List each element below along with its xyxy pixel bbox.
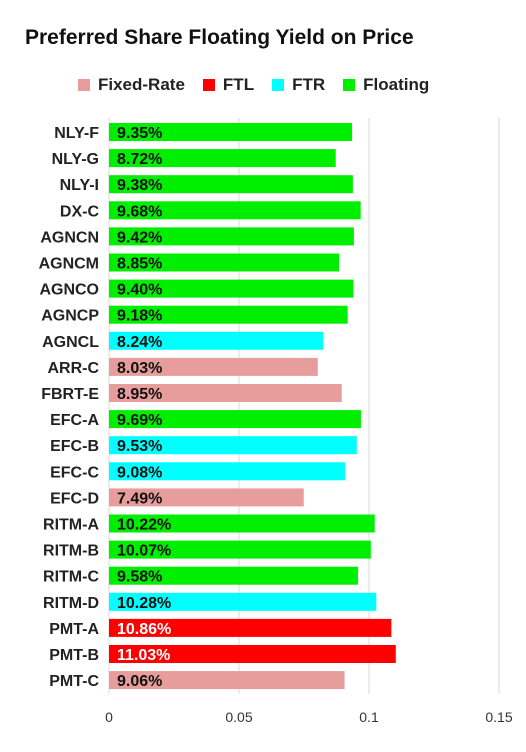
bar-ritm-a <box>109 514 375 533</box>
bar-efc-b <box>109 436 357 455</box>
bar-agncn <box>109 227 354 246</box>
data-label: 10.28% <box>117 595 171 612</box>
legend-label-ftr: FTR <box>292 75 326 94</box>
category-label: AGNCL <box>42 334 99 351</box>
category-label: EFC-A <box>50 412 99 429</box>
data-label: 8.95% <box>117 386 162 403</box>
bar-arr-c <box>109 357 318 376</box>
data-label: 9.38% <box>117 177 162 194</box>
legend-item-fixed-rate: Fixed-Rate <box>78 75 185 95</box>
data-label: 9.18% <box>117 308 162 325</box>
data-label: 11.03% <box>117 647 170 664</box>
data-label: 9.58% <box>117 569 162 586</box>
x-tick-label: 0.1 <box>359 709 379 725</box>
legend-label-ftl: FTL <box>222 75 255 94</box>
data-label: 9.53% <box>117 438 162 455</box>
category-label: NLY-I <box>60 177 99 194</box>
legend: Fixed-Rate FTL FTR Floating <box>78 74 429 96</box>
data-label: 10.86% <box>117 621 171 638</box>
bar-nly-f <box>109 123 353 141</box>
data-label: 9.42% <box>117 229 162 246</box>
data-label: 9.35% <box>117 125 162 142</box>
category-label: PMT-A <box>49 621 99 638</box>
category-label: NLY-G <box>52 151 99 168</box>
bar-agncl <box>109 331 324 350</box>
legend-label-fixed-rate: Fixed-Rate <box>98 75 185 94</box>
bar-efc-c <box>109 462 346 481</box>
bar-agncm <box>109 253 340 272</box>
data-label: 9.06% <box>117 673 162 690</box>
data-label: 8.24% <box>117 334 162 351</box>
legend-label-floating: Floating <box>363 75 430 94</box>
bars <box>109 123 396 690</box>
bar-pmt-c <box>109 671 345 690</box>
data-label: 10.07% <box>117 543 171 560</box>
bar-pmt-a <box>109 618 392 637</box>
category-label: EFC-D <box>50 490 99 507</box>
category-label: EFC-B <box>50 438 99 455</box>
bar-nly-g <box>109 149 336 168</box>
bar-ritm-c <box>109 566 359 585</box>
data-label: 9.08% <box>117 464 162 481</box>
category-label: PMT-B <box>49 647 99 664</box>
category-label: RITM-A <box>43 517 99 534</box>
category-label: NLY-F <box>54 125 99 142</box>
legend-swatch-floating <box>343 79 356 91</box>
legend-swatch-ftl <box>202 79 215 91</box>
data-label: 10.22% <box>117 517 171 534</box>
bar-agnco <box>109 279 354 298</box>
bar-ritm-b <box>109 540 371 559</box>
data-label: 9.40% <box>117 282 162 299</box>
data-label: 9.69% <box>117 412 162 429</box>
bar-nly-i <box>109 175 353 194</box>
category-label: AGNCM <box>39 256 99 273</box>
x-tick-label: 0.05 <box>225 709 252 725</box>
bar-fbrt-e <box>109 384 342 402</box>
category-label: AGNCN <box>40 229 99 246</box>
data-label: 8.72% <box>117 151 162 168</box>
chart-title: Preferred Share Floating Yield on Price <box>25 26 414 49</box>
category-label: RITM-B <box>43 543 99 560</box>
bar-efc-d <box>109 488 304 507</box>
bar-efc-a <box>109 410 361 429</box>
data-label: 8.03% <box>117 360 162 377</box>
category-label: AGNCP <box>41 308 99 325</box>
data-label: 8.85% <box>117 256 162 273</box>
data-label: 7.49% <box>117 490 162 507</box>
legend-item-ftl: FTL <box>202 75 255 95</box>
data-label: 9.68% <box>117 203 162 220</box>
bar-pmt-b <box>109 645 396 663</box>
category-label: EFC-C <box>50 464 99 481</box>
category-label: RITM-D <box>43 595 99 612</box>
legend-item-floating: Floating <box>343 75 429 95</box>
category-label: AGNCO <box>39 282 99 299</box>
x-tick-label: 0.15 <box>485 709 512 725</box>
labels: NLY-F 9.35% NLY-G 8.72% NLY-I 9.38% DX-C 9.68% A… <box>39 125 172 690</box>
category-label: DX-C <box>60 203 100 220</box>
legend-swatch-fixed-rate <box>78 79 90 91</box>
category-label: ARR-C <box>47 360 99 377</box>
category-label: PMT-C <box>49 673 99 690</box>
x-axis: 0 0.05 0.1 0.15 <box>105 709 513 725</box>
bar-ritm-d <box>109 592 377 611</box>
x-tick-label: 0 <box>105 709 113 725</box>
legend-swatch-ftr <box>272 79 285 91</box>
bar-agncp <box>109 305 348 324</box>
category-label: RITM-C <box>43 569 99 586</box>
category-label: FBRT-E <box>41 386 99 403</box>
bar-dx-c <box>109 201 361 220</box>
legend-item-ftr: FTR <box>272 75 325 95</box>
